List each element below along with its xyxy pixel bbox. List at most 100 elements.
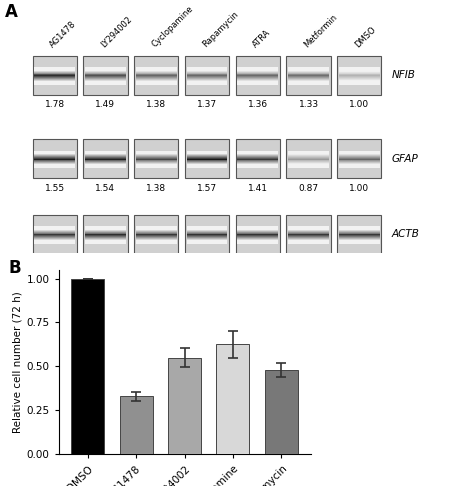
Bar [136,162,176,163]
Bar [339,167,380,168]
Bar [136,243,176,244]
Bar [238,230,278,231]
Bar [339,81,380,82]
Bar [238,154,278,155]
Bar [187,240,227,241]
Bar [85,160,126,161]
Bar [288,155,329,156]
Text: ATRA: ATRA [252,28,273,49]
Bar [339,153,380,154]
Bar [238,226,278,227]
Bar [85,154,126,155]
Bar [136,235,176,236]
Bar [136,157,176,158]
Bar [187,167,227,168]
Bar [187,226,227,227]
Bar [34,77,75,78]
Bar [187,84,227,85]
Bar [136,154,176,155]
Bar [187,153,227,154]
Bar [85,155,126,156]
Bar [339,162,380,163]
Bar [187,158,227,159]
Bar [238,82,278,83]
Bar [339,229,380,230]
Bar [339,226,380,227]
Bar [288,232,329,233]
Bar [85,75,126,76]
Bar [85,153,126,154]
Text: 1.36: 1.36 [248,100,268,109]
Bar [136,153,176,154]
Bar [238,234,278,235]
Bar [34,156,75,157]
Bar [34,160,75,161]
Bar [85,228,126,229]
Bar [238,158,278,159]
Bar [34,163,75,164]
Text: 1.55: 1.55 [45,184,65,193]
Bar [136,74,176,75]
Bar [339,154,380,155]
Text: Cyclopamine: Cyclopamine [150,4,195,49]
Bar [185,55,229,95]
Text: 1.49: 1.49 [95,100,116,109]
Bar [85,167,126,168]
Bar [288,242,329,243]
Bar [34,162,75,163]
Bar [85,80,126,81]
Bar [136,241,176,242]
Bar [85,70,126,71]
Bar [288,167,329,168]
Bar [339,159,380,160]
Bar [238,68,278,69]
Bar [34,155,75,156]
Bar [85,239,126,240]
Bar [337,215,382,254]
Bar [288,77,329,78]
Bar [238,69,278,70]
Bar [288,74,329,75]
Bar [288,234,329,235]
Bar [34,74,75,75]
Bar [339,156,380,157]
Bar [288,165,329,166]
Bar [337,55,382,95]
Bar [238,238,278,239]
Bar [187,163,227,164]
Bar [34,73,75,74]
Bar [288,156,329,157]
Bar [85,234,126,235]
Bar [238,167,278,168]
Text: 1.37: 1.37 [197,100,217,109]
Bar [136,229,176,230]
Bar [288,163,329,164]
Bar [187,165,227,166]
Bar [339,71,380,72]
Bar [34,231,75,232]
Bar [339,78,380,79]
Bar [339,75,380,76]
Bar [288,79,329,80]
Bar [136,75,176,76]
Bar [288,229,329,230]
Bar [339,164,380,165]
Bar [238,153,278,154]
Bar [85,164,126,165]
Bar [136,242,176,243]
Bar [187,162,227,163]
Bar [136,76,176,77]
Bar [136,230,176,231]
Bar [85,232,126,233]
Bar [136,77,176,78]
Bar [238,84,278,85]
Bar [287,55,331,95]
Bar [238,72,278,73]
Bar [288,164,329,165]
Bar [136,152,176,153]
Bar [238,71,278,72]
Bar [85,69,126,70]
Bar [187,151,227,152]
Bar [238,241,278,242]
Bar [136,238,176,239]
